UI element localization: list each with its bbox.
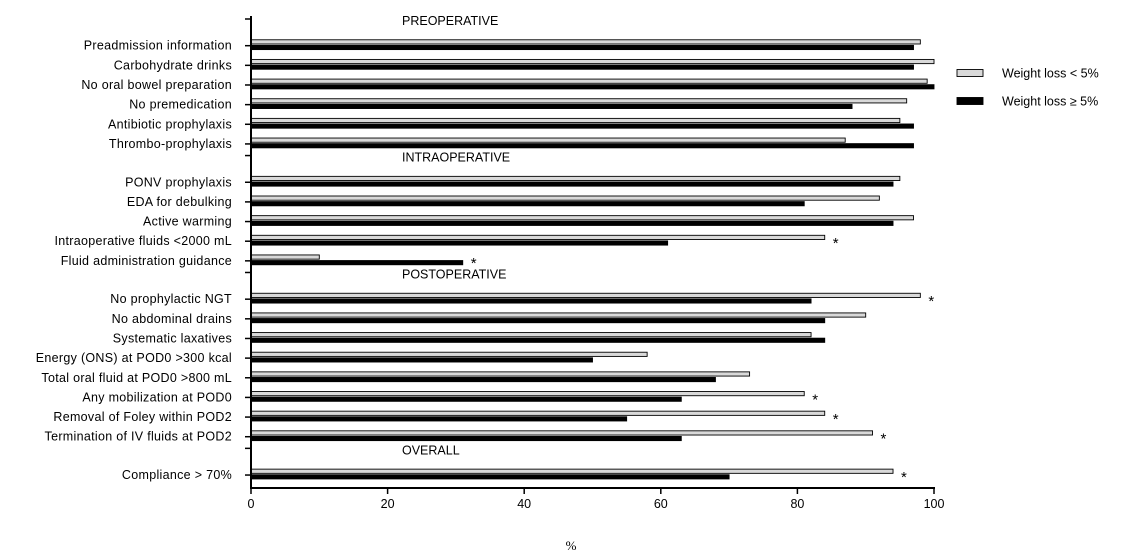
category-label: Active warming (143, 215, 232, 229)
legend-label: Weight loss ≥ 5% (1002, 95, 1098, 109)
bar-weight-loss-5-or-more (250, 44, 914, 51)
bar-weight-loss-under-5 (250, 78, 928, 84)
bar-weight-loss-5-or-more (250, 377, 716, 383)
significance-marker: * (881, 431, 887, 448)
category-label: Thrombo-prophylaxis (109, 137, 232, 151)
bar-weight-loss-under-5 (250, 215, 914, 221)
bar-weight-loss-under-5 (250, 175, 901, 182)
bar-weight-loss-5-or-more (250, 240, 669, 246)
bar-weight-loss-under-5 (250, 468, 894, 474)
category-label: Removal of Foley within POD2 (53, 410, 232, 424)
x-tick-label: 80 (790, 497, 804, 511)
bar-weight-loss-5-or-more (250, 357, 593, 363)
bar-weight-loss-under-5 (250, 58, 935, 65)
bar-weight-loss-5-or-more (250, 318, 826, 324)
category-label: No abdominal drains (112, 312, 232, 326)
legend: Weight loss < 5% Weight loss ≥ 5% (956, 67, 1099, 109)
bar-weight-loss-5-or-more (250, 181, 894, 187)
bar-weight-loss-under-5 (250, 254, 320, 260)
legend-swatch (956, 69, 984, 77)
category-label: No prophylactic NGT (110, 292, 232, 306)
x-tick-label: 0 (248, 497, 255, 511)
category-label: No premedication (129, 98, 232, 112)
category-label: Compliance > 70% (122, 468, 232, 482)
bar-weight-loss-5-or-more (250, 416, 628, 422)
x-axis-label: % (566, 538, 577, 553)
legend-swatch (956, 97, 984, 105)
bar-weight-loss-under-5 (250, 332, 812, 338)
section-title: INTRAOPERATIVE (402, 151, 510, 165)
significance-marker: * (833, 411, 839, 428)
significance-marker: * (471, 255, 477, 272)
significance-marker: * (812, 391, 818, 408)
bar-weight-loss-5-or-more (250, 64, 914, 70)
bar-weight-loss-5-or-more (250, 474, 730, 480)
bar-weight-loss-under-5 (250, 371, 751, 377)
section-title: POSTOPERATIVE (402, 267, 506, 281)
bar-weight-loss-5-or-more (250, 337, 826, 343)
category-label: Total oral fluid at POD0 >800 mL (41, 371, 232, 385)
bar-weight-loss-under-5 (250, 234, 826, 240)
legend-label: Weight loss < 5% (1002, 67, 1099, 81)
x-tick-label: 20 (381, 497, 395, 511)
bar-weight-loss-5-or-more (250, 103, 853, 109)
category-label: Termination of IV fluids at POD2 (45, 430, 232, 444)
bar-weight-loss-under-5 (250, 391, 805, 397)
category-label: EDA for debulking (127, 195, 232, 209)
category-label: No oral bowel preparation (81, 78, 232, 92)
category-label: Intraoperative fluids <2000 mL (54, 234, 232, 248)
bar-weight-loss-5-or-more (250, 396, 682, 402)
significance-marker: * (833, 235, 839, 252)
bar-weight-loss-5-or-more (250, 123, 914, 129)
section-title: OVERALL (402, 443, 460, 457)
bar-weight-loss-5-or-more (250, 201, 805, 207)
significance-marker: * (901, 469, 907, 486)
bar-weight-loss-under-5 (250, 98, 908, 104)
x-tick-label: 40 (517, 497, 531, 511)
section-title: PREOPERATIVE (402, 14, 498, 28)
category-label: Fluid administration guidance (61, 254, 232, 268)
category-label: Any mobilization at POD0 (82, 390, 232, 404)
bar-weight-loss-5-or-more (250, 260, 464, 266)
bar-weight-loss-5-or-more (250, 84, 935, 90)
bar-weight-loss-under-5 (250, 410, 826, 416)
bar-weight-loss-under-5 (250, 351, 648, 357)
bar-weight-loss-under-5 (250, 430, 873, 436)
category-label: Preadmission information (84, 39, 232, 53)
plot-area: PREOPERATIVE Preadmission information Carb… (36, 14, 945, 553)
category-label: Systematic laxatives (113, 331, 232, 345)
category-label: PONV prophylaxis (125, 175, 232, 189)
x-tick-label: 100 (924, 497, 945, 511)
category-label: Energy (ONS) at POD0 >300 kcal (36, 351, 232, 365)
category-label: Antibiotic prophylaxis (108, 117, 232, 131)
bar-weight-loss-under-5 (250, 195, 880, 201)
category-label: Carbohydrate drinks (114, 58, 232, 72)
significance-marker: * (928, 293, 934, 310)
bar-weight-loss-under-5 (250, 137, 846, 143)
bar-weight-loss-5-or-more (250, 298, 812, 304)
bar-weight-loss-5-or-more (250, 435, 682, 442)
bar-weight-loss-5-or-more (250, 143, 914, 149)
x-tick-label: 60 (654, 497, 668, 511)
bar-weight-loss-under-5 (250, 39, 921, 45)
bar-weight-loss-under-5 (250, 312, 867, 318)
bar-weight-loss-5-or-more (250, 220, 894, 226)
bar-weight-loss-under-5 (250, 292, 921, 298)
bar-weight-loss-under-5 (250, 117, 901, 124)
